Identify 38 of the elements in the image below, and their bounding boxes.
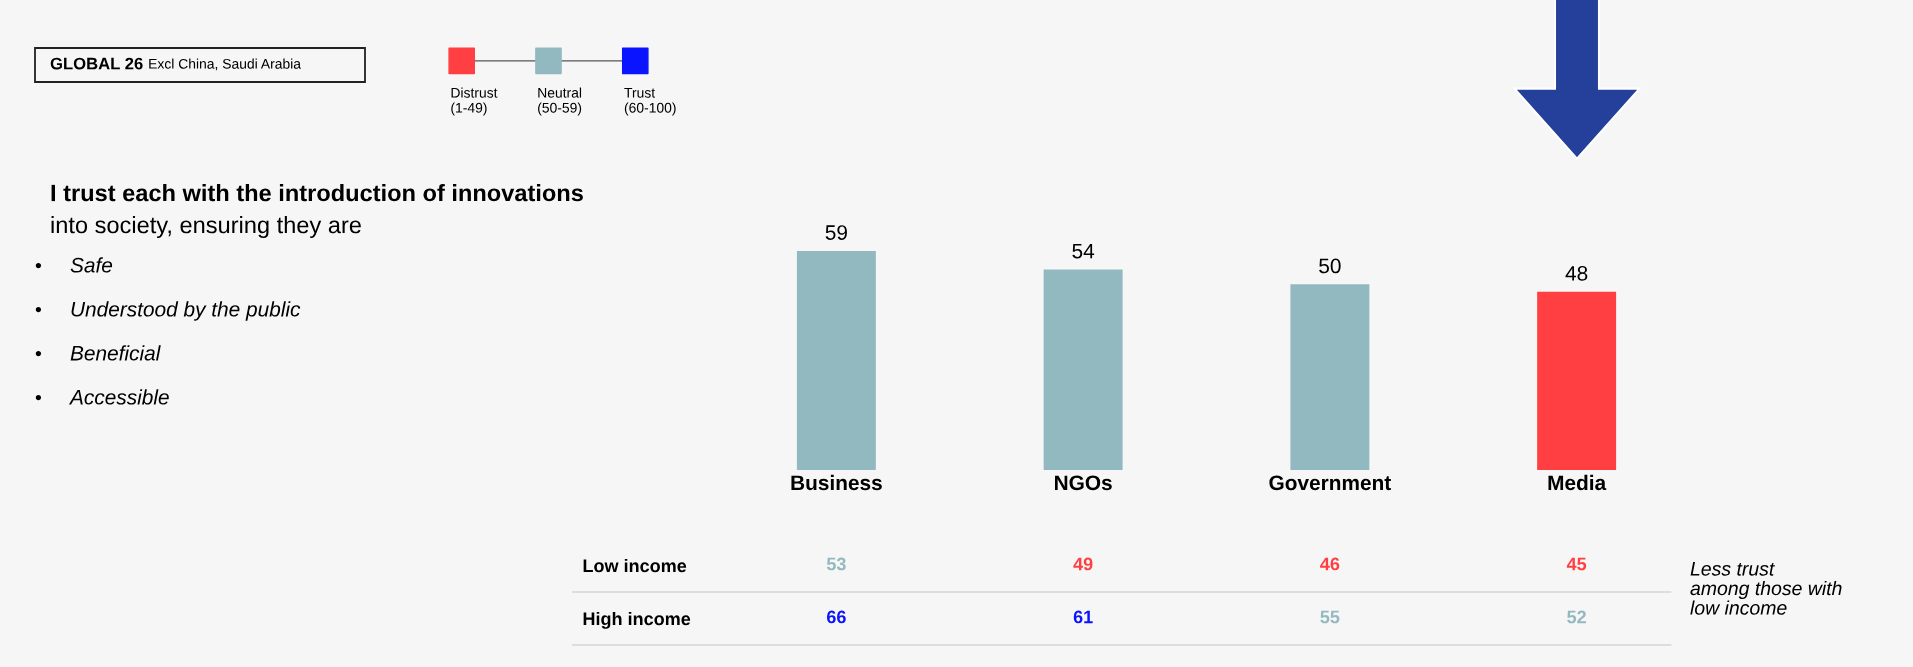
- data-label: 45: [1566, 557, 1587, 571]
- data-label: 46: [1320, 557, 1340, 571]
- category-label: Neutral (50-59): [538, 87, 582, 116]
- text: •: [35, 394, 42, 401]
- x-tick-label: Government: [1269, 475, 1391, 491]
- bar: [1043, 269, 1123, 470]
- category-label: Distrust (1-49): [451, 87, 498, 116]
- data-label: 59: [825, 225, 847, 240]
- x-tick-label: NGOs: [1055, 475, 1112, 491]
- x-tick-label: Business: [791, 474, 882, 491]
- data-label: 48: [1565, 265, 1588, 281]
- bar: [796, 250, 876, 470]
- data-label: 53: [826, 557, 846, 571]
- category-label: Trust (60-100): [624, 88, 676, 116]
- text: •: [35, 350, 42, 357]
- data-label: 66: [826, 610, 846, 624]
- bar: [1537, 291, 1617, 470]
- text: Excl China, Saudi Arabia: [149, 58, 301, 71]
- text: I trust each with the introduction of innovations: [51, 184, 583, 202]
- x-tick-label: Media: [1548, 474, 1607, 491]
- data-label: 55: [1320, 610, 1340, 624]
- data-label: 61: [1073, 610, 1093, 624]
- text: Safe: [70, 257, 113, 273]
- data-label: 52: [1567, 610, 1586, 624]
- bar: [1290, 284, 1370, 470]
- y-tick-label: Low income: [583, 558, 687, 573]
- text: •: [35, 262, 42, 269]
- data-label: 49: [1073, 557, 1093, 571]
- text: •: [35, 306, 42, 313]
- text: into society, ensuring they are: [51, 216, 361, 238]
- text: Beneficial: [70, 345, 161, 361]
- data-label: 54: [1072, 243, 1095, 259]
- y-tick-label: High income: [583, 611, 691, 629]
- text: GLOBAL 26: [50, 57, 143, 70]
- data-label: 50: [1319, 258, 1341, 274]
- text: Accessible: [68, 389, 169, 405]
- text: Less trust among those with low income: [1690, 562, 1842, 615]
- text: Understood by the public: [71, 301, 301, 321]
